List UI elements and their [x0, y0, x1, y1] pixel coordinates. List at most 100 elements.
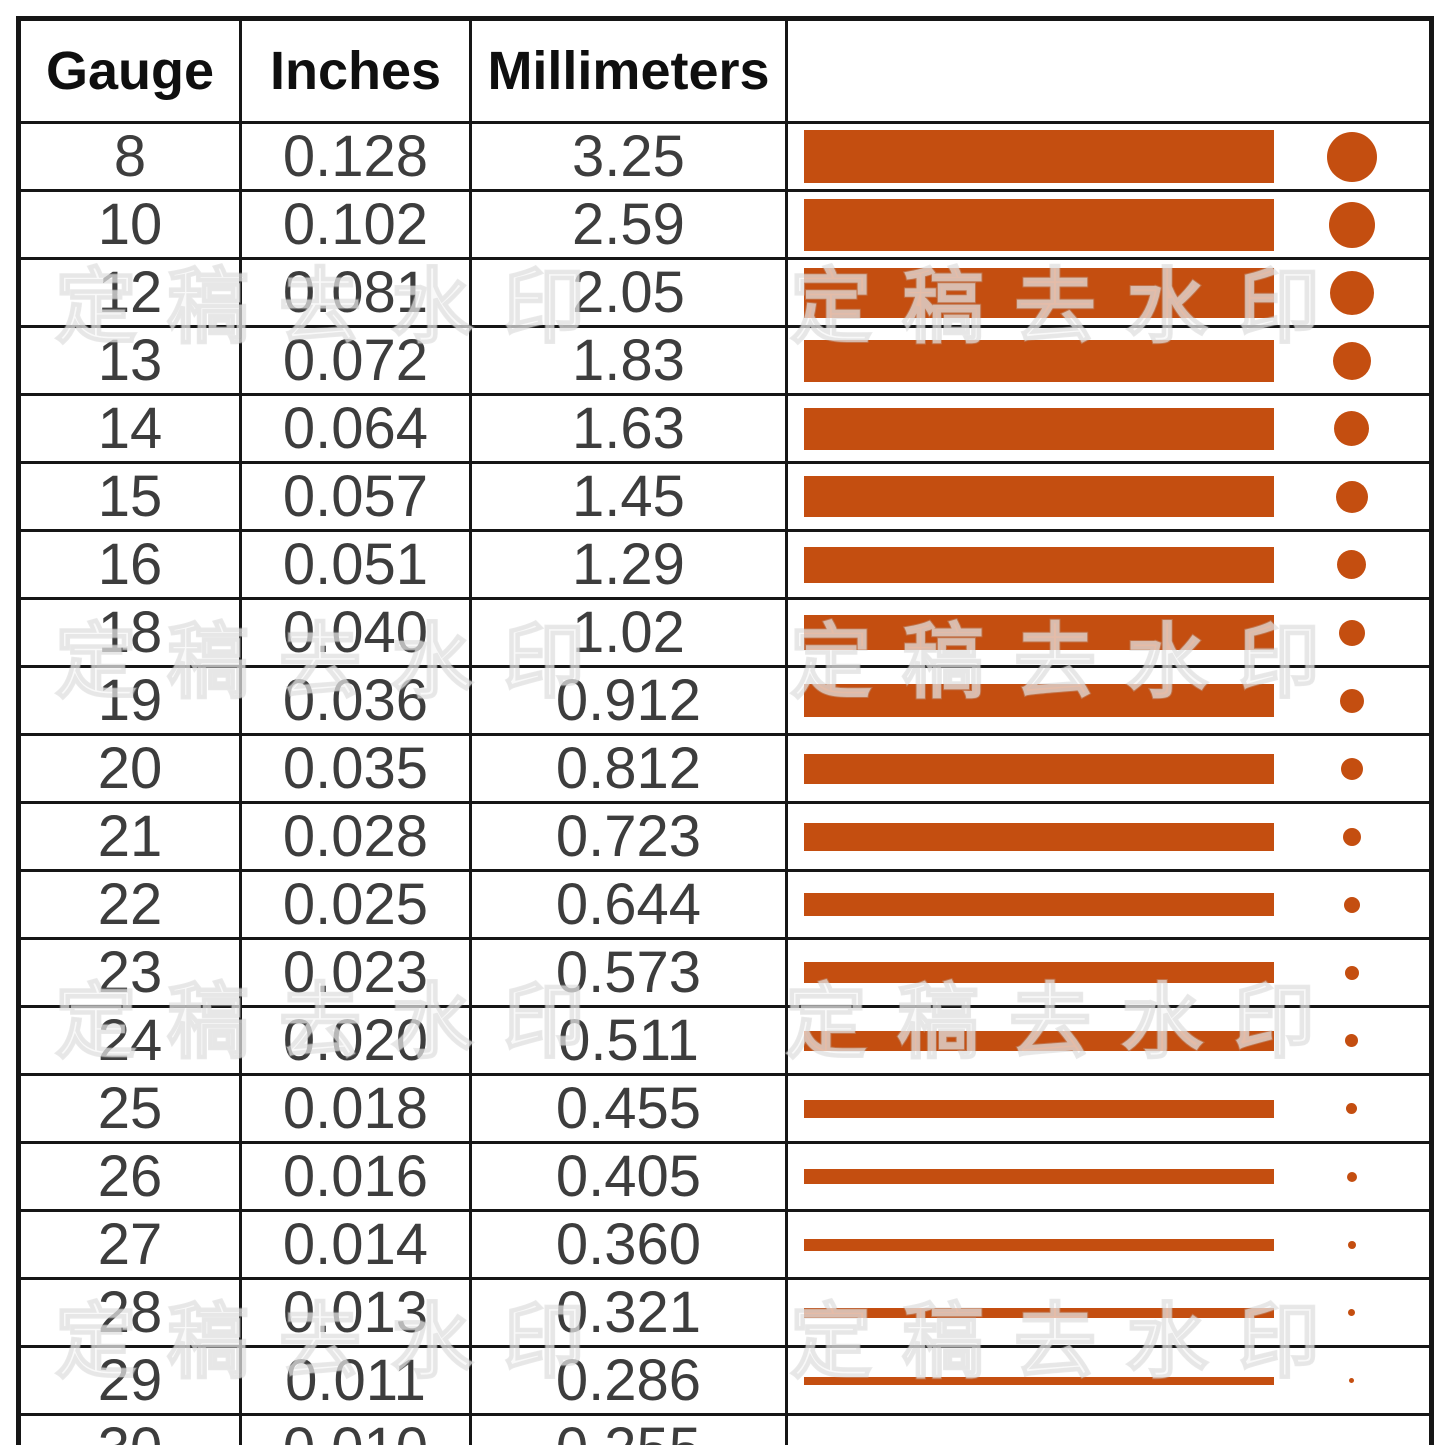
- wire-thickness-bar: [804, 684, 1274, 717]
- inches-cell: 0.020: [239, 1005, 472, 1076]
- inches-cell: 0.036: [239, 665, 472, 736]
- gauge-cell: 18: [17, 597, 242, 668]
- wire-thickness-bar: [804, 130, 1274, 183]
- inches-cell: 0.064: [239, 393, 472, 464]
- inches-cell: 0.051: [239, 529, 472, 600]
- millimeters-cell: 2.59: [469, 189, 788, 260]
- table-row: 25 0.018 0.455: [17, 1073, 1433, 1144]
- gauge-cell: 16: [17, 529, 242, 600]
- wire-diameter-dot: [1340, 757, 1363, 780]
- gauge-cell: 28: [17, 1277, 242, 1348]
- visual-cell: [785, 1277, 1433, 1348]
- table-row: 300.0100.255: [17, 1413, 1433, 1445]
- inches-cell: 0.057: [239, 461, 472, 532]
- wire-diameter-dot: [1347, 1240, 1356, 1249]
- wire-thickness-bar: [804, 1238, 1274, 1251]
- millimeters-cell: 1.29: [469, 529, 788, 600]
- gauge-cell: 8: [17, 121, 242, 192]
- wire-diameter-dot: [1348, 1309, 1355, 1316]
- visual-cell: [785, 1209, 1433, 1280]
- table-row: 28 0.013 0.321: [17, 1277, 1433, 1348]
- wire-diameter-dot: [1337, 550, 1366, 579]
- wire-thickness-bar: [804, 1376, 1274, 1385]
- header-row: Gauge Inches Millimeters: [17, 17, 1433, 124]
- wire-diameter-dot: [1334, 411, 1369, 446]
- visual-cell: [785, 665, 1433, 736]
- inches-cell: 0.011: [239, 1345, 472, 1416]
- wire-diameter-dot: [1332, 341, 1371, 380]
- wire-thickness-bar: [804, 1099, 1274, 1118]
- visual-cell: [785, 801, 1433, 872]
- wire-thickness-bar: [804, 753, 1274, 784]
- millimeters-cell: 1.02: [469, 597, 788, 668]
- wire-thickness-bar: [804, 962, 1274, 983]
- wire-thickness-bar: [804, 1030, 1274, 1051]
- wire-diameter-dot: [1349, 1378, 1354, 1383]
- inches-cell: 0.040: [239, 597, 472, 668]
- millimeters-cell: 0.321: [469, 1277, 788, 1348]
- gauge-table: Gauge Inches Millimeters 8 0.128 3.25 10 0.1…: [16, 16, 1434, 1445]
- wire-thickness-bar: [804, 407, 1274, 450]
- inches-cell: 0.028: [239, 801, 472, 872]
- gauge-cell: 14: [17, 393, 242, 464]
- wire-diameter-dot: [1344, 965, 1359, 980]
- millimeters-cell: 1.63: [469, 393, 788, 464]
- inches-cell: 0.023: [239, 937, 472, 1008]
- inches-cell: 0.081: [239, 257, 472, 328]
- visual-cell: [785, 461, 1433, 532]
- wire-thickness-bar: [804, 198, 1274, 251]
- visual-cell: [785, 529, 1433, 600]
- visual-cell: [785, 1413, 1433, 1445]
- millimeters-cell: 0.455: [469, 1073, 788, 1144]
- millimeters-cell: 0.644: [469, 869, 788, 940]
- millimeters-cell: 0.286: [469, 1345, 788, 1416]
- gauge-cell: 29: [17, 1345, 242, 1416]
- table-row: 29 0.011 0.286: [17, 1345, 1433, 1416]
- wire-diameter-dot: [1339, 688, 1364, 713]
- header-visual: [785, 17, 1433, 124]
- wire-thickness-bar: [804, 615, 1274, 650]
- millimeters-cell: 3.25: [469, 121, 788, 192]
- inches-cell: 0.128: [239, 121, 472, 192]
- header-gauge: Gauge: [17, 17, 242, 124]
- table-row: 13 0.072 1.83: [17, 325, 1433, 396]
- visual-cell: [785, 1141, 1433, 1212]
- wire-thickness-bar: [804, 1169, 1274, 1184]
- inches-cell: 0.018: [239, 1073, 472, 1144]
- wire-thickness-bar: [804, 1307, 1274, 1318]
- inches-cell: 0.102: [239, 189, 472, 260]
- gauge-cell: 26: [17, 1141, 242, 1212]
- table-row: 21 0.028 0.723: [17, 801, 1433, 872]
- wire-thickness-bar: [804, 267, 1274, 318]
- millimeters-cell: 2.05: [469, 257, 788, 328]
- header-millimeters: Millimeters: [469, 17, 788, 124]
- millimeters-cell: 0.912: [469, 665, 788, 736]
- visual-cell: [785, 733, 1433, 804]
- visual-cell: [785, 1345, 1433, 1416]
- visual-cell: [785, 869, 1433, 940]
- visual-cell: [785, 121, 1433, 192]
- table-row: 27 0.014 0.360: [17, 1209, 1433, 1280]
- gauge-cell: 13: [17, 325, 242, 396]
- table-row: 14 0.064 1.63: [17, 393, 1433, 464]
- table-row: 24 0.020 0.511: [17, 1005, 1433, 1076]
- table-row: 8 0.128 3.25: [17, 121, 1433, 192]
- visual-cell: [785, 393, 1433, 464]
- table-row: 23 0.023 0.573: [17, 937, 1433, 1008]
- gauge-cell: 25: [17, 1073, 242, 1144]
- wire-diameter-dot: [1335, 480, 1368, 513]
- wire-thickness-bar: [804, 339, 1274, 382]
- wire-thickness-bar: [804, 893, 1274, 916]
- inches-cell: 0.014: [239, 1209, 472, 1280]
- visual-cell: [785, 325, 1433, 396]
- visual-cell: [785, 257, 1433, 328]
- table-row: 20 0.035 0.812: [17, 733, 1433, 804]
- wire-diameter-dot: [1326, 131, 1377, 182]
- table-row: 19 0.036 0.912: [17, 665, 1433, 736]
- gauge-cell: 22: [17, 869, 242, 940]
- wire-diameter-dot: [1338, 619, 1365, 646]
- table-row: 22 0.025 0.644: [17, 869, 1433, 940]
- gauge-cell: 23: [17, 937, 242, 1008]
- gauge-cell: 20: [17, 733, 242, 804]
